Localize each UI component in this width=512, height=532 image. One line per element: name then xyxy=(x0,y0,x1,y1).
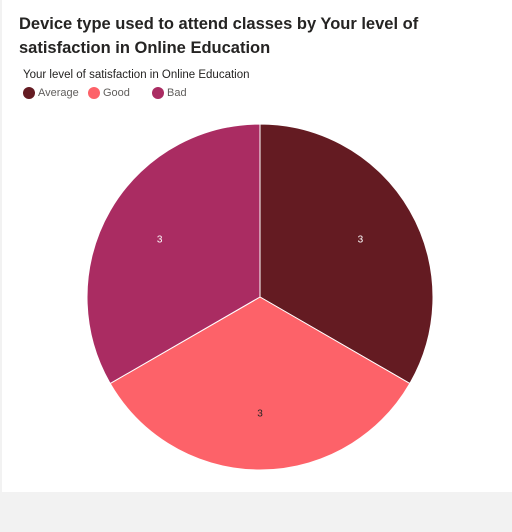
legend-dot-average xyxy=(23,87,35,99)
pie-slice-average[interactable] xyxy=(259,123,434,385)
data-label-good: 3 xyxy=(257,408,263,419)
data-label-average: 3 xyxy=(358,235,364,246)
legend-dot-bad xyxy=(152,87,164,99)
chart-title: Device type used to attend classes by Yo… xyxy=(19,15,419,57)
chart-card: Device type used to attend classes by Yo… xyxy=(2,0,512,492)
pie-slice-good[interactable] xyxy=(109,296,411,471)
pie-slice-bad[interactable] xyxy=(86,123,261,385)
pie-chart: 3 3 3 xyxy=(86,123,434,471)
legend-title: Your level of satisfaction in Online Edu… xyxy=(23,69,250,81)
legend-label-good: Good xyxy=(103,87,130,99)
legend-label-bad: Bad xyxy=(167,87,187,99)
legend-dot-good xyxy=(88,87,100,99)
legend-label-average: Average xyxy=(38,87,79,99)
data-label-bad: 3 xyxy=(157,235,163,246)
